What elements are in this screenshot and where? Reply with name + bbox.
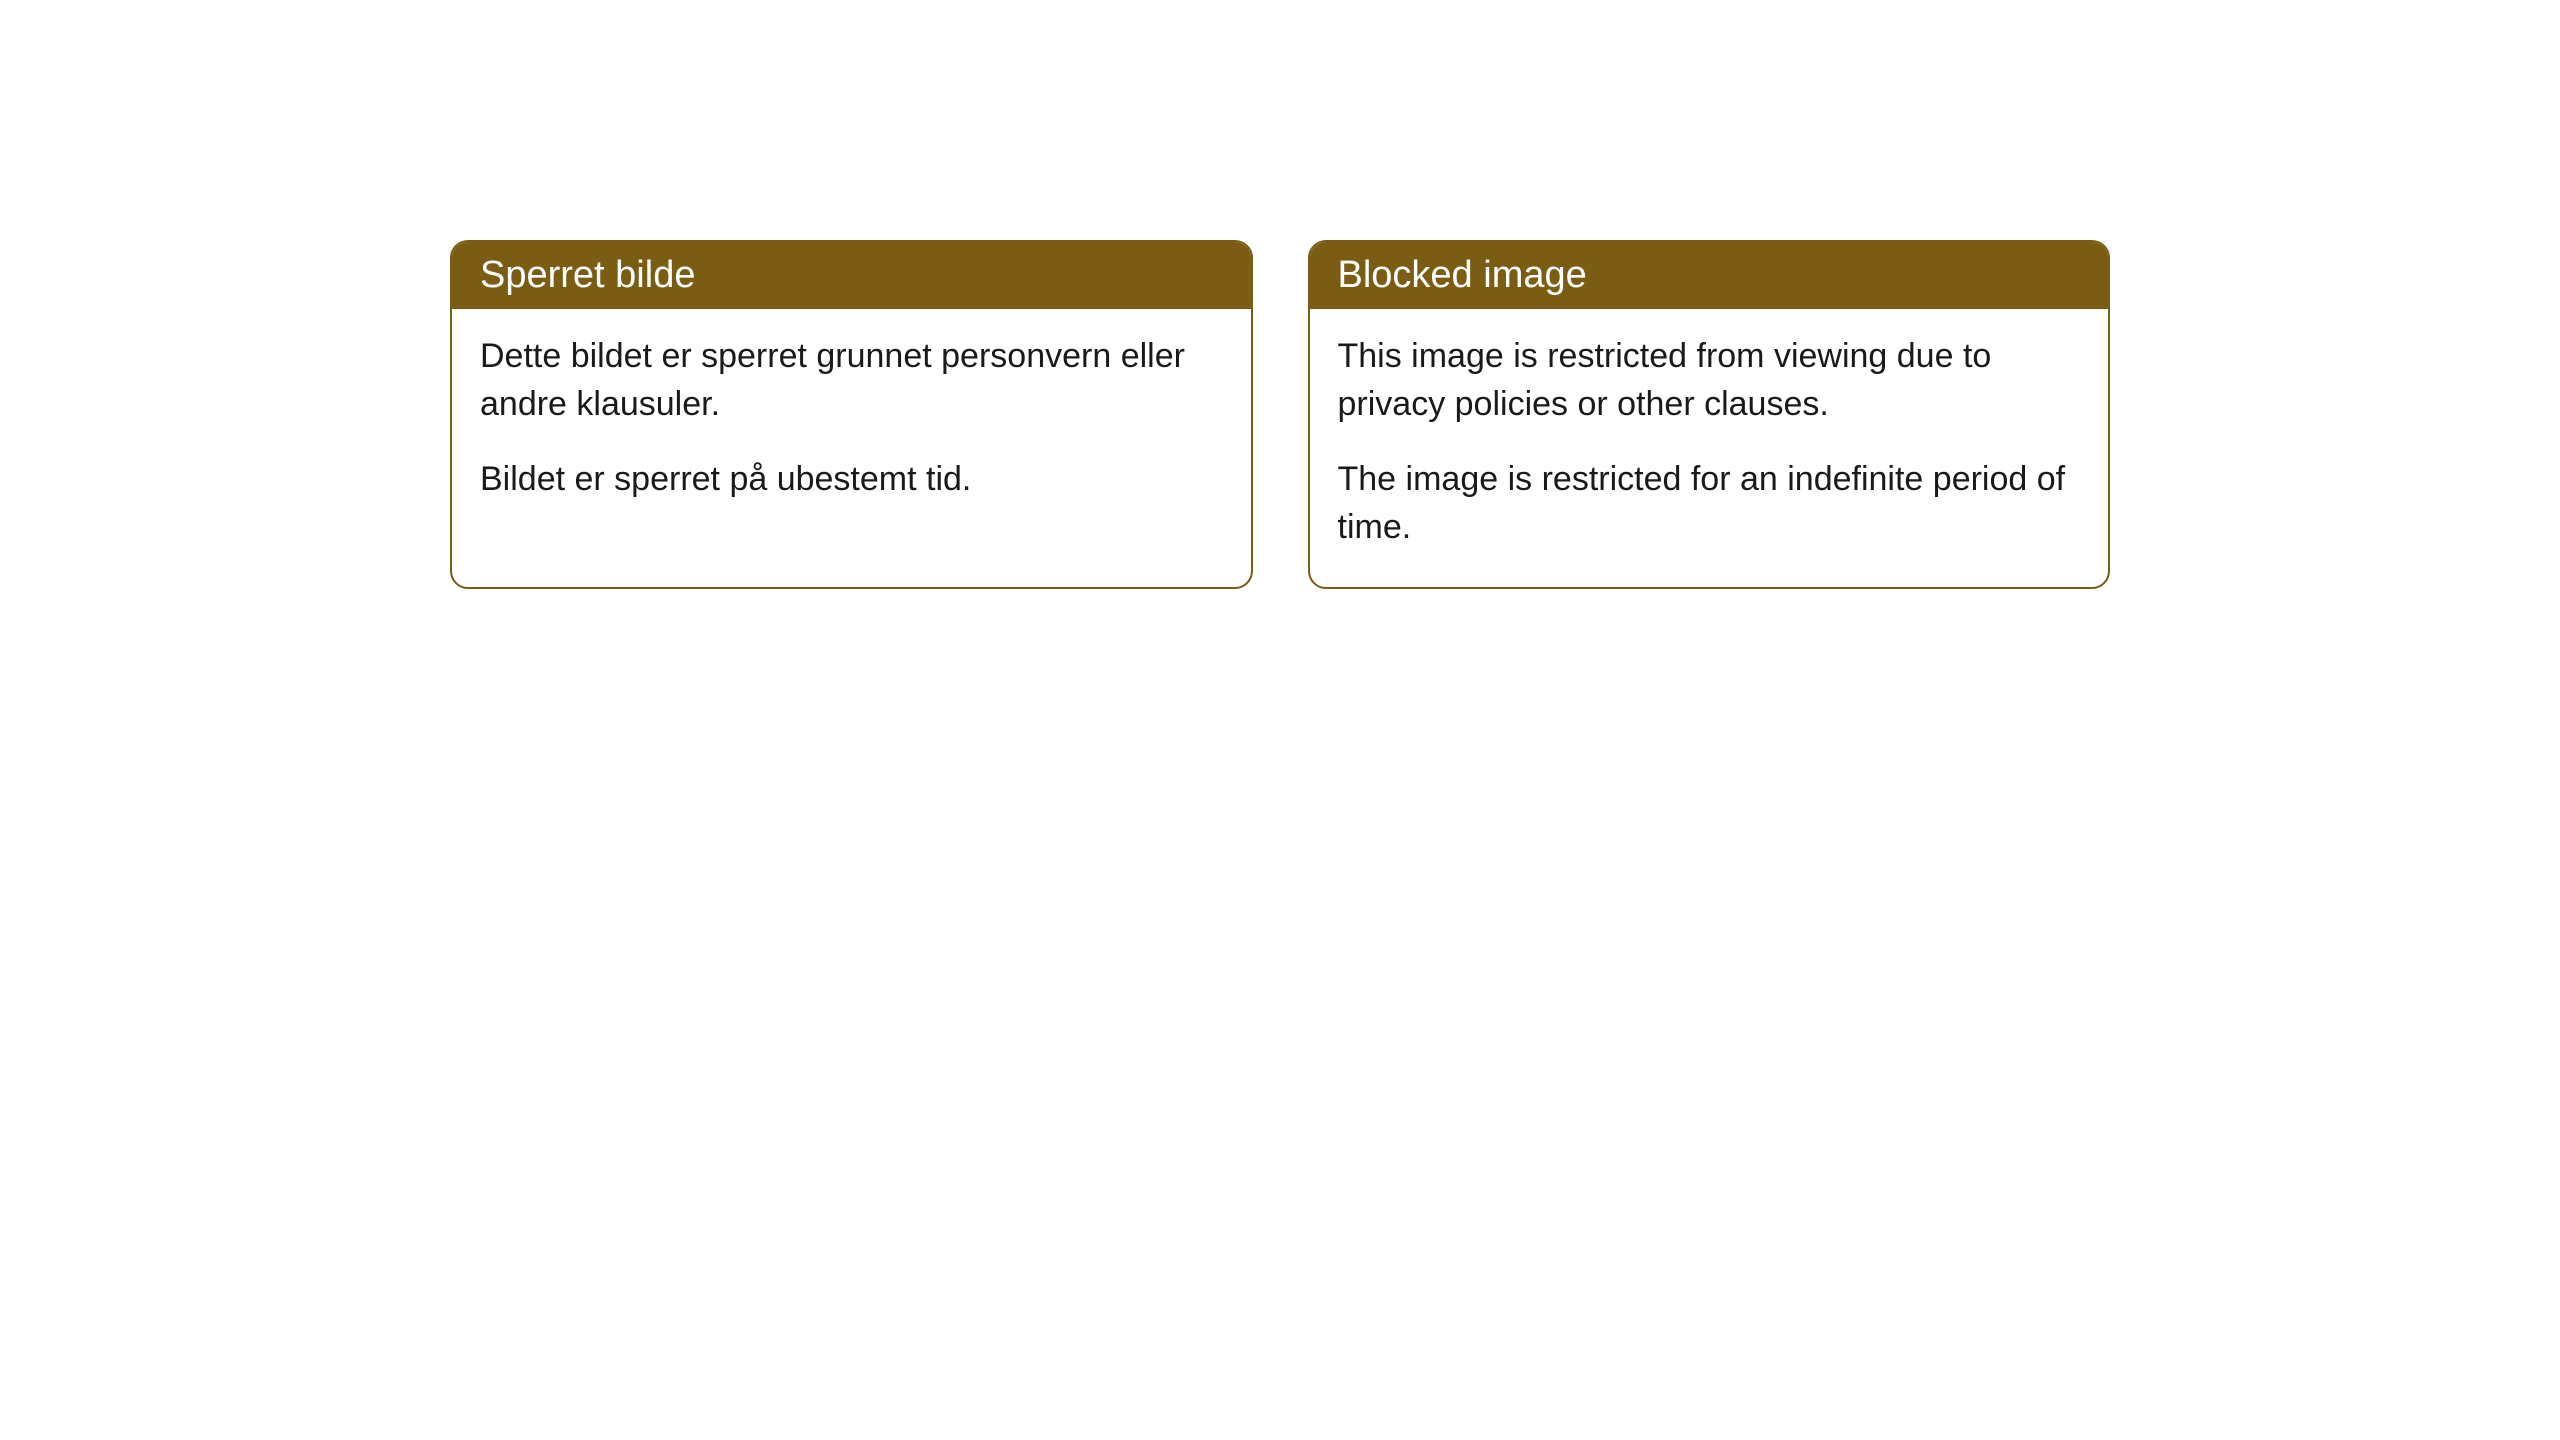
blocked-image-card-english: Blocked image This image is restricted f… [1308, 240, 2111, 589]
card-text-english-1: This image is restricted from viewing du… [1338, 333, 2081, 428]
card-text-english-2: The image is restricted for an indefinit… [1338, 456, 2081, 551]
card-text-norwegian-2: Bildet er sperret på ubestemt tid. [480, 456, 1223, 504]
card-body-english: This image is restricted from viewing du… [1310, 309, 2109, 587]
card-body-norwegian: Dette bildet er sperret grunnet personve… [452, 309, 1251, 540]
blocked-image-card-norwegian: Sperret bilde Dette bildet er sperret gr… [450, 240, 1253, 589]
notice-container: Sperret bilde Dette bildet er sperret gr… [450, 240, 2110, 589]
card-header-english: Blocked image [1310, 242, 2109, 309]
card-header-norwegian: Sperret bilde [452, 242, 1251, 309]
card-text-norwegian-1: Dette bildet er sperret grunnet personve… [480, 333, 1223, 428]
